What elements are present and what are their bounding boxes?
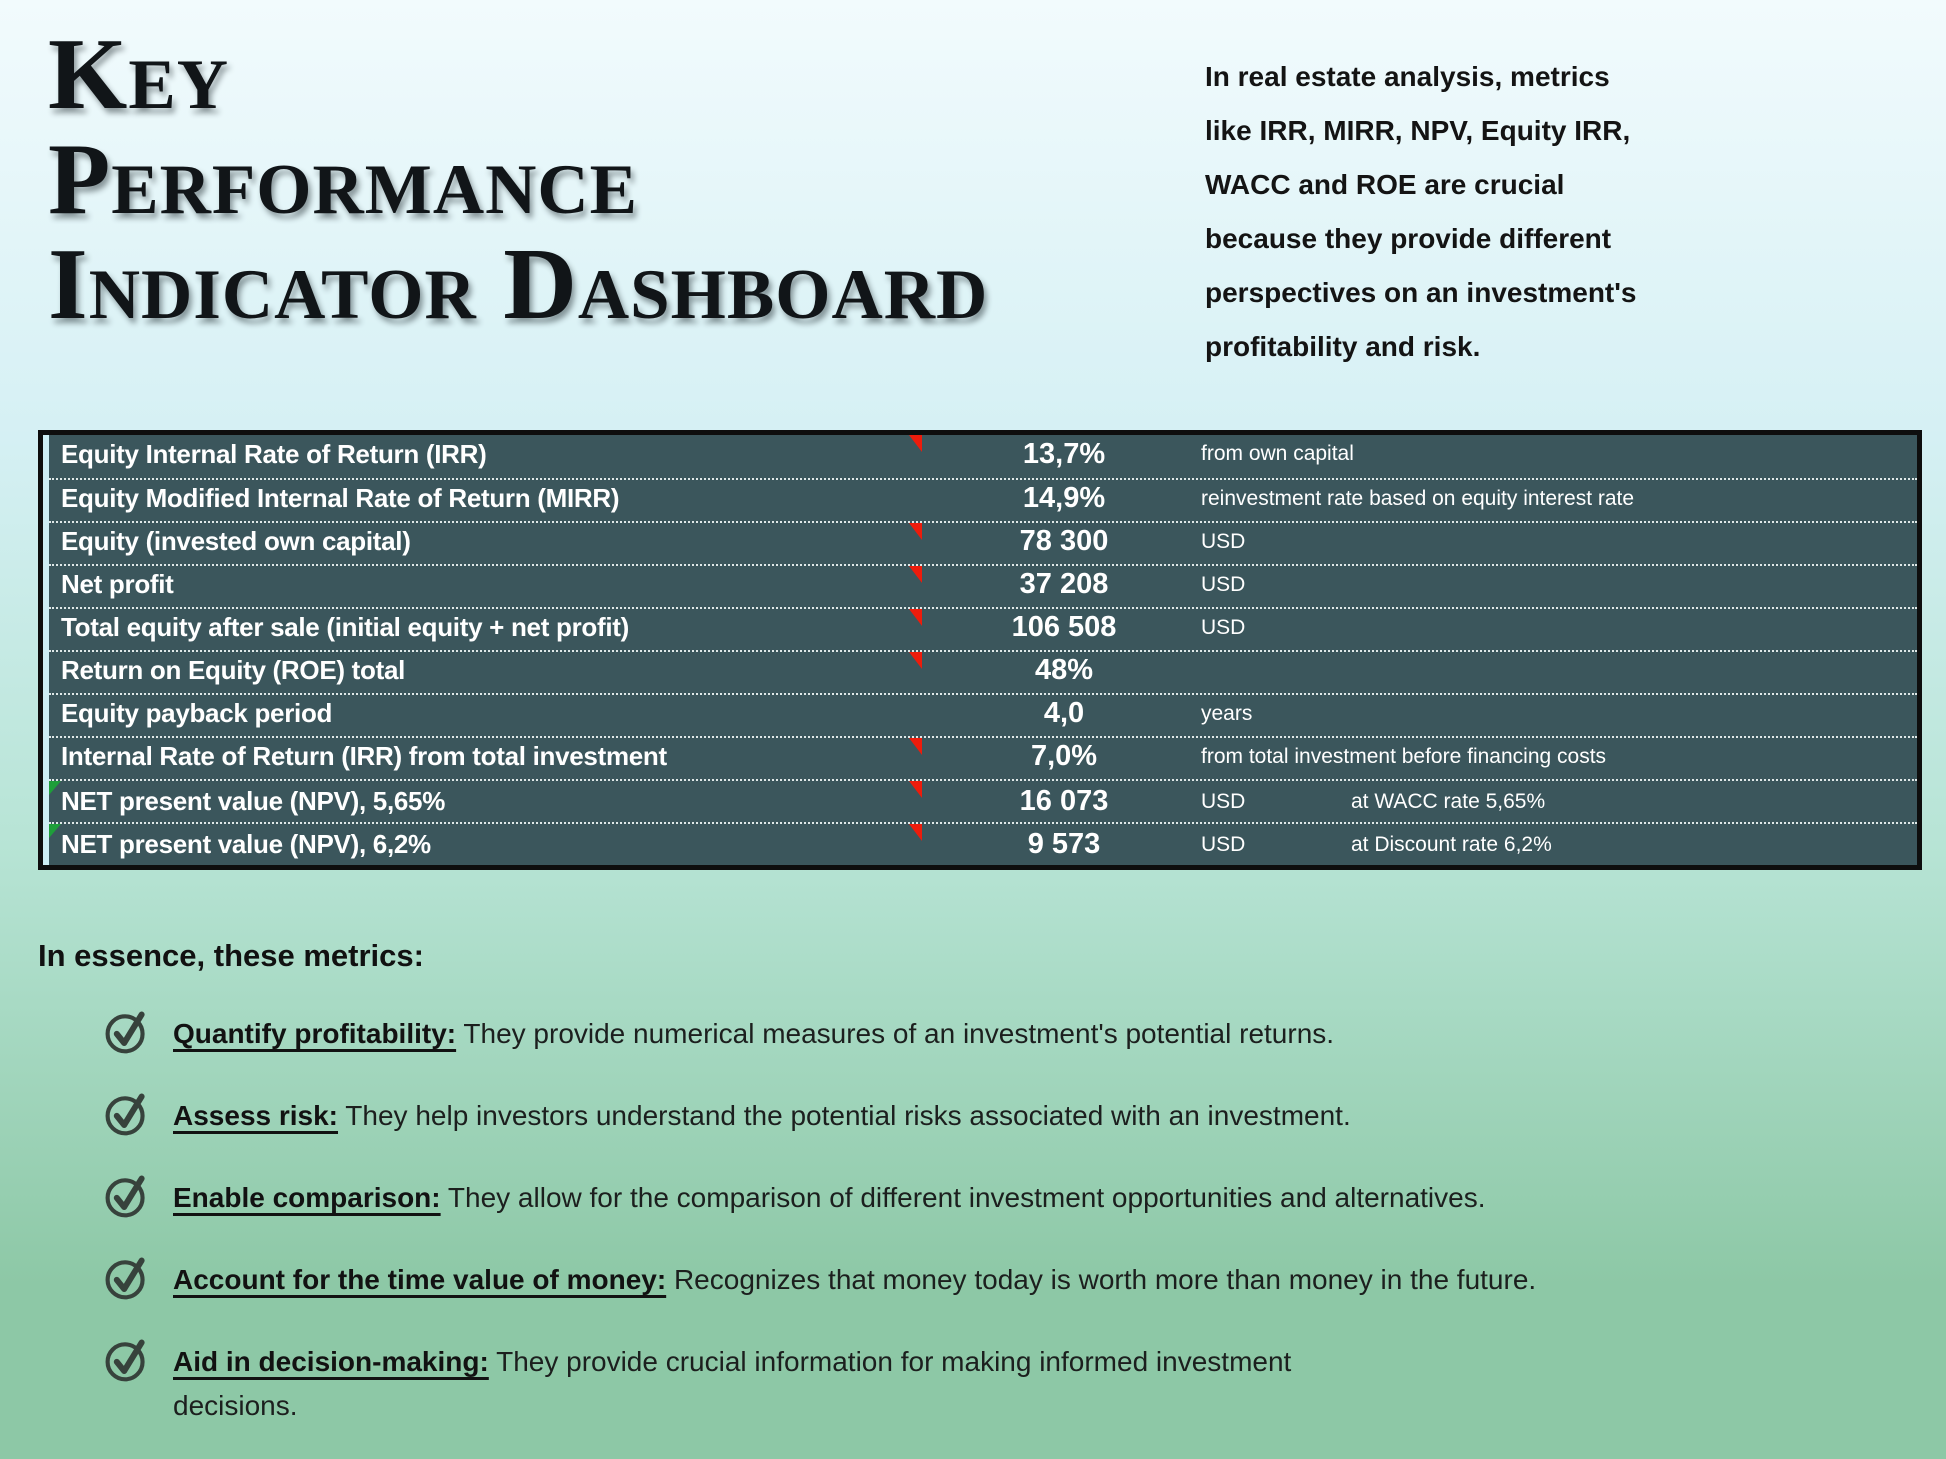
metric-label: NET present value (NPV), 5,65% bbox=[61, 786, 446, 816]
table-row: NET present value (NPV), 6,2% 9 573 USD … bbox=[49, 822, 1917, 865]
kpi-rows: Equity Internal Rate of Return (IRR) 13,… bbox=[43, 435, 1917, 865]
red-comment-triangle-icon bbox=[909, 824, 922, 841]
check-circle-icon bbox=[103, 1091, 149, 1137]
check-circle-icon bbox=[103, 1337, 149, 1383]
metric-unit: USD bbox=[1201, 529, 1246, 553]
metric-value: 16 073 bbox=[1019, 785, 1109, 817]
bullet-lead: Assess risk: bbox=[173, 1100, 339, 1131]
list-item: Quantify profitability: They provide num… bbox=[103, 1009, 1918, 1056]
metric-label: Internal Rate of Return (IRR) from total… bbox=[61, 741, 667, 771]
title-line-1: Key bbox=[48, 18, 229, 131]
bullet-body: They provide numerical measures of an in… bbox=[463, 1018, 1335, 1049]
metric-unit: USD bbox=[1201, 615, 1246, 639]
table-row: Equity Internal Rate of Return (IRR) 13,… bbox=[49, 435, 1917, 478]
essence-heading: In essence, these metrics: bbox=[38, 938, 424, 973]
red-comment-triangle-icon bbox=[909, 609, 922, 626]
metric-unit: USD bbox=[1201, 789, 1246, 813]
list-item: Account for the time value of money: Rec… bbox=[103, 1255, 1918, 1302]
title-line-3: Indicator Dashboard bbox=[48, 228, 989, 341]
metric-label: Equity Internal Rate of Return (IRR) bbox=[61, 438, 487, 469]
metric-label: Total equity after sale (initial equity … bbox=[61, 612, 629, 642]
bullet-text-block: Aid in decision-making: They provide cru… bbox=[173, 1340, 1291, 1428]
table-row: Internal Rate of Return (IRR) from total… bbox=[49, 736, 1917, 779]
metric-value: 9 573 bbox=[1027, 828, 1101, 860]
red-comment-triangle-icon bbox=[909, 523, 922, 540]
red-comment-triangle-icon bbox=[909, 781, 922, 798]
table-row: Equity (invested own capital) 78 300 USD bbox=[49, 521, 1917, 564]
metric-value: 4,0 bbox=[1043, 697, 1085, 729]
red-comment-triangle-icon bbox=[909, 738, 922, 755]
kpi-table: Equity Internal Rate of Return (IRR) 13,… bbox=[38, 430, 1922, 870]
metric-value: 7,0% bbox=[1030, 740, 1098, 772]
bullet-text-block: Quantify profitability: They provide num… bbox=[173, 1012, 1334, 1056]
bullet-text-block: Account for the time value of money: Rec… bbox=[173, 1258, 1536, 1302]
metric-value: 37 208 bbox=[1019, 568, 1109, 600]
bullet-body: They provide crucial information for mak… bbox=[173, 1346, 1292, 1421]
metric-unit: reinvestment rate based on equity intere… bbox=[1201, 486, 1635, 510]
bullet-body: Recognizes that money today is worth mor… bbox=[673, 1264, 1537, 1295]
table-row: Total equity after sale (initial equity … bbox=[49, 607, 1917, 650]
essence-section: In essence, these metrics: Quantify prof… bbox=[38, 938, 1918, 1459]
red-comment-triangle-icon bbox=[909, 435, 922, 452]
metric-unit: from total investment before financing c… bbox=[1201, 744, 1607, 768]
table-row: Net profit 37 208 USD bbox=[49, 564, 1917, 607]
bullet-list: Quantify profitability: They provide num… bbox=[38, 1009, 1918, 1428]
metric-value: 48% bbox=[1034, 654, 1094, 686]
metric-unit: from own capital bbox=[1201, 442, 1354, 465]
metric-unit: USD bbox=[1201, 832, 1246, 856]
metric-note: at Discount rate 6,2% bbox=[1351, 832, 1552, 856]
red-comment-triangle-icon bbox=[909, 566, 922, 583]
bullet-body: They allow for the comparison of differe… bbox=[447, 1182, 1486, 1213]
metric-label: NET present value (NPV), 6,2% bbox=[61, 829, 431, 859]
metric-value: 78 300 bbox=[1019, 525, 1109, 557]
bullet-lead: Enable comparison: bbox=[173, 1182, 441, 1213]
red-comment-triangle-icon bbox=[909, 652, 922, 669]
metric-label: Return on Equity (ROE) total bbox=[61, 655, 406, 685]
title-line-2: Performance bbox=[48, 123, 638, 236]
check-circle-icon bbox=[103, 1009, 149, 1055]
metric-value: 13,7% bbox=[1022, 437, 1106, 470]
list-item: Enable comparison: They allow for the co… bbox=[103, 1173, 1918, 1220]
metric-label: Net profit bbox=[61, 569, 174, 599]
list-item: Aid in decision-making: They provide cru… bbox=[103, 1337, 1918, 1428]
metric-note: at WACC rate 5,65% bbox=[1351, 789, 1546, 813]
bullet-lead: Account for the time value of money: bbox=[173, 1264, 667, 1295]
bullet-lead: Aid in decision-making: bbox=[173, 1346, 489, 1377]
table-row: Equity Modified Internal Rate of Return … bbox=[49, 478, 1917, 521]
bullet-body: They help investors understand the poten… bbox=[345, 1100, 1351, 1131]
list-item: Assess risk: They help investors underst… bbox=[103, 1091, 1918, 1138]
table-row: Return on Equity (ROE) total 48% bbox=[49, 650, 1917, 693]
metric-unit: years bbox=[1201, 701, 1253, 725]
metric-value: 14,9% bbox=[1022, 482, 1106, 514]
metric-label: Equity (invested own capital) bbox=[61, 526, 411, 556]
metric-unit: USD bbox=[1201, 572, 1246, 596]
metric-value: 106 508 bbox=[1011, 611, 1117, 643]
bullet-text-block: Enable comparison: They allow for the co… bbox=[173, 1176, 1486, 1220]
bullet-lead: Quantify profitability: bbox=[173, 1018, 457, 1049]
page-title: Key Performance Indicator Dashboard bbox=[48, 22, 988, 337]
table-row: NET present value (NPV), 5,65% 16 073 US… bbox=[49, 779, 1917, 822]
metric-label: Equity payback period bbox=[61, 698, 333, 728]
table-row: Equity payback period 4,0 years bbox=[49, 693, 1917, 736]
metric-label: Equity Modified Internal Rate of Return … bbox=[61, 483, 620, 513]
intro-paragraph: In real estate analysis, metrics like IR… bbox=[1205, 61, 1637, 362]
bullet-text-block: Assess risk: They help investors underst… bbox=[173, 1094, 1351, 1138]
check-circle-icon bbox=[103, 1173, 149, 1219]
check-circle-icon bbox=[103, 1255, 149, 1301]
